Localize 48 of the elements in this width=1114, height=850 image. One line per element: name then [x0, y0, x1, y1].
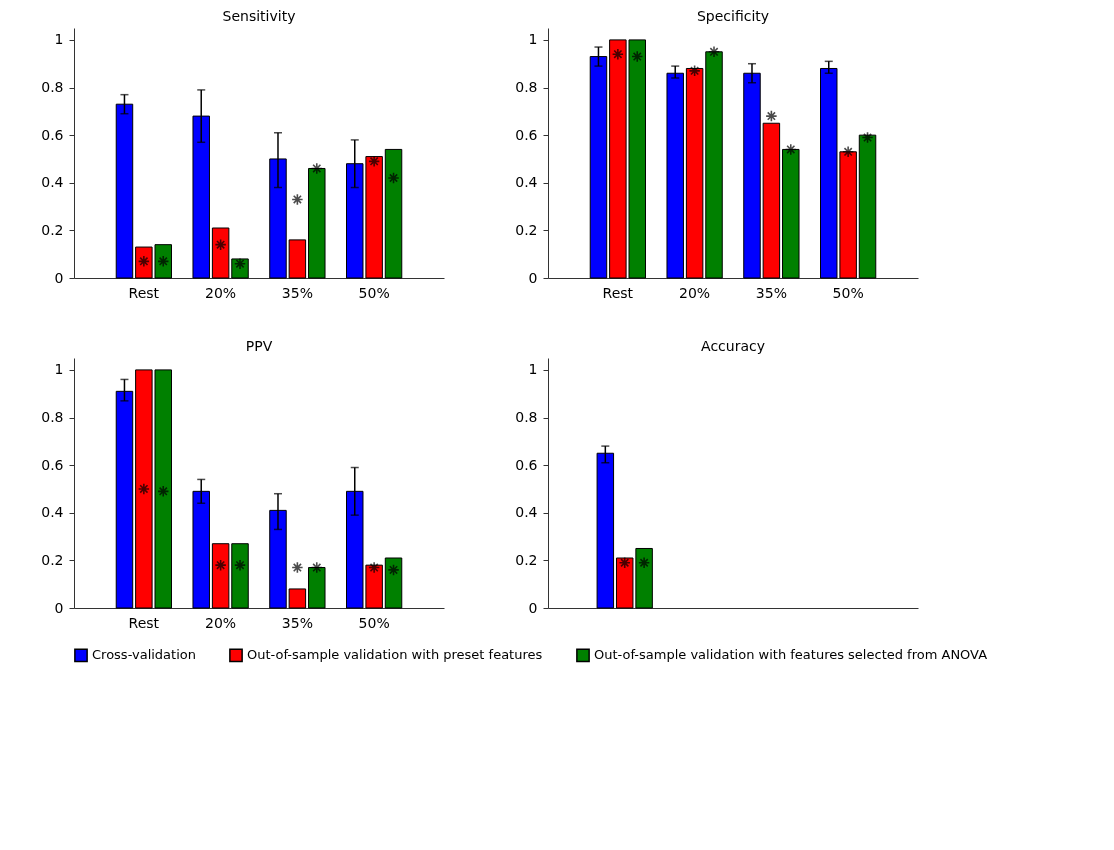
x-tick-label: 20% [679, 284, 711, 301]
bar [384, 148, 403, 279]
y-tick-label: 0.6 [515, 126, 538, 143]
legend-label: Out-of-sample validation with preset features [247, 647, 543, 663]
y-tick-label: 0.8 [515, 79, 538, 96]
x-tick-label: Rest [602, 284, 634, 301]
y-tick-label: 0.2 [515, 551, 538, 568]
y-tick-label: 1 [54, 361, 64, 378]
x-tick-label: Rest [128, 284, 160, 301]
y-tick-label: 0.4 [41, 504, 64, 521]
y-tick-label: 0.4 [515, 504, 538, 521]
legend-label: Out-of-sample validation with features selected from ANOVA [594, 647, 988, 663]
x-tick-label: 20% [205, 614, 237, 631]
chart-title: Specificity [696, 8, 770, 24]
y-tick-label: 1 [528, 361, 538, 378]
chart-title: Accuracy [701, 338, 765, 354]
x-tick-label: 50% [358, 284, 390, 301]
y-tick-label: 0 [528, 269, 538, 286]
y-tick-label: 0 [54, 599, 64, 616]
y-tick-label: 0.4 [41, 174, 64, 191]
y-tick-label: 0.6 [41, 456, 64, 473]
y-tick-label: 0.4 [515, 174, 538, 191]
y-tick-label: 0.8 [41, 409, 64, 426]
chart-title: Sensitivity [222, 8, 296, 24]
y-tick-label: 1 [528, 31, 538, 48]
y-tick-label: 0.6 [515, 456, 538, 473]
y-tick-label: 0.2 [515, 221, 538, 238]
y-tick-label: 1 [54, 31, 64, 48]
bar [782, 148, 800, 279]
y-tick-label: 0.6 [41, 126, 64, 143]
bar [308, 167, 326, 279]
y-tick-label: 0.2 [41, 551, 64, 568]
x-tick-label: 35% [755, 284, 787, 301]
x-tick-label: 50% [832, 284, 864, 301]
chart-title: PPV [245, 338, 273, 354]
bar [858, 134, 877, 279]
x-tick-label: 20% [205, 284, 237, 301]
y-tick-label: 0.8 [515, 409, 538, 426]
y-tick-label: 0 [528, 599, 538, 616]
x-tick-label: 35% [281, 284, 313, 301]
y-tick-label: 0 [54, 269, 64, 286]
y-tick-label: 0.2 [41, 221, 64, 238]
x-tick-label: 50% [358, 614, 390, 631]
bar [384, 557, 403, 609]
x-tick-label: 35% [281, 614, 313, 631]
y-tick-label: 0.8 [41, 79, 64, 96]
x-tick-label: Rest [128, 614, 160, 631]
legend-label: Cross-validation [92, 647, 196, 663]
